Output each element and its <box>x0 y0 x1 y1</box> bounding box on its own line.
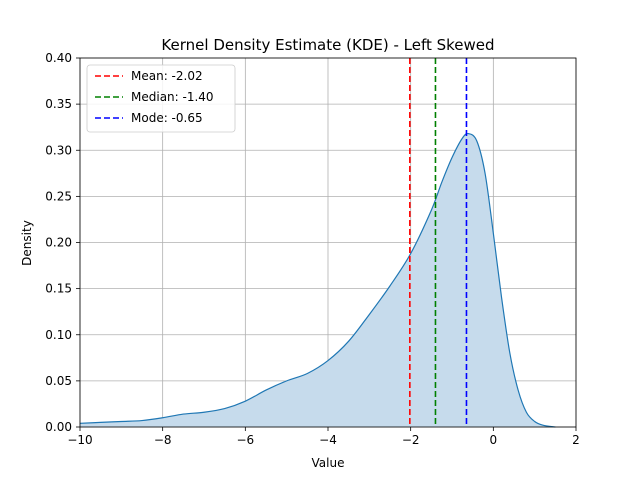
x-axis-label: Value <box>312 456 345 470</box>
y-tick-label: 0.10 <box>45 328 72 342</box>
legend-box <box>86 64 236 133</box>
y-tick-label: 0.20 <box>45 236 72 250</box>
density-line <box>79 132 556 428</box>
axes: −10 −8 −6 −4 −2 0 2 0.00 0.05 0.10 0.15 0.20 0.25 0.3… <box>45 51 580 447</box>
x-tick-label: −10 <box>67 433 92 447</box>
y-tick-label: 0.35 <box>45 97 72 111</box>
legend: Mean: -2.02 Median: -1.40 Mode: -0.65 <box>86 64 236 133</box>
y-tick-label: 0.00 <box>45 420 72 434</box>
x-tick-label: 2 <box>572 433 580 447</box>
y-tick-label: 0.40 <box>45 51 72 65</box>
x-tick-label: −8 <box>154 433 172 447</box>
y-tick-label: 0.25 <box>45 189 72 203</box>
x-tick-label: 0 <box>490 433 498 447</box>
legend-label: Median: -1.40 <box>131 90 214 104</box>
density-area <box>80 133 556 427</box>
chart-title: Kernel Density Estimate (KDE) - Left Ske… <box>161 36 494 54</box>
y-tick-label: 0.30 <box>45 143 72 157</box>
x-tick-label: −2 <box>402 433 420 447</box>
y-axis-label: Density <box>20 220 34 266</box>
legend-label: Mean: -2.02 <box>131 69 203 83</box>
x-tick-label: −6 <box>236 433 254 447</box>
x-tick-label: −4 <box>319 433 337 447</box>
y-tick-label: 0.15 <box>45 282 72 296</box>
legend-label: Mode: -0.65 <box>131 111 203 125</box>
y-tick-label: 0.05 <box>45 374 72 388</box>
plot-area <box>79 58 556 428</box>
